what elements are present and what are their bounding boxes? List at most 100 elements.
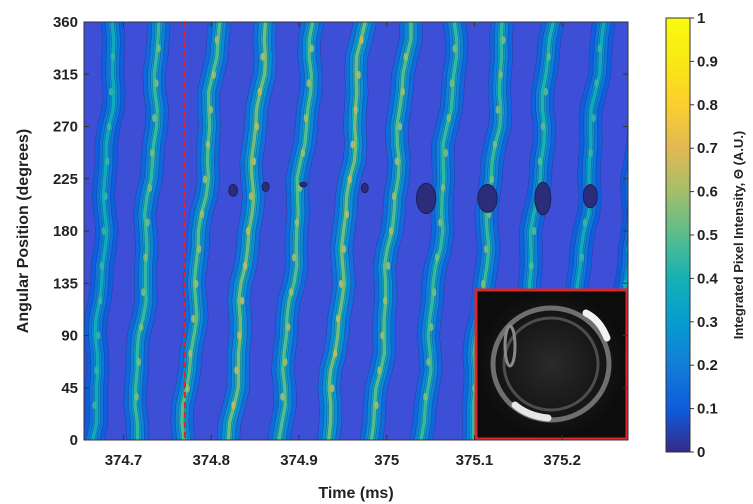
x-tick-label: 375.2 xyxy=(543,452,581,469)
x-axis-label: Time (ms) xyxy=(318,485,393,502)
band-6-bead-1 xyxy=(374,401,379,410)
band-8-bead-11 xyxy=(501,36,506,45)
band-6-bead-8 xyxy=(394,157,400,166)
y-tick-label: 180 xyxy=(53,223,78,240)
band-6-bead-6 xyxy=(388,227,394,235)
band-4-bead-8 xyxy=(300,149,306,157)
colorbar-tick-label: 0.1 xyxy=(697,401,718,418)
colorbar-tick-label: 0.8 xyxy=(697,97,718,114)
band-2-bead-4 xyxy=(194,279,199,288)
band-2-level-3 xyxy=(180,22,222,440)
band-3-bead-2 xyxy=(234,366,239,375)
band-5-bead-10 xyxy=(356,70,361,79)
band-2-bead-3 xyxy=(191,314,196,323)
band-2-bead-5 xyxy=(197,245,202,254)
band-2-bead-10 xyxy=(211,70,216,79)
band-0-bead-9 xyxy=(107,122,112,131)
x-tick-label: 374.9 xyxy=(280,452,318,469)
band-10-bead-10 xyxy=(594,79,599,88)
band-8-bead-7 xyxy=(489,175,495,184)
band-5-bead-3 xyxy=(335,314,341,323)
dark-spots xyxy=(228,181,598,216)
y-tick-label: 315 xyxy=(53,66,78,83)
band-3-bead-8 xyxy=(251,157,257,166)
band-3-bead-9 xyxy=(254,122,260,131)
band-4-level-3 xyxy=(277,22,315,440)
band-1-bead-9 xyxy=(152,114,157,123)
band-8-bead-8 xyxy=(492,140,498,149)
band-2-bead-11 xyxy=(214,36,219,45)
band-5-bead-11 xyxy=(359,36,364,45)
band-0-bead-1 xyxy=(92,401,97,410)
y-tick-label: 90 xyxy=(61,328,78,345)
y-tick-label: 135 xyxy=(53,275,78,292)
band-5-bead-2 xyxy=(333,349,338,358)
colorbar-tick-label: 0.2 xyxy=(697,357,718,374)
band-4-bead-5 xyxy=(291,253,297,262)
band-7-bead-5 xyxy=(434,253,440,262)
y-tick-label: 225 xyxy=(53,171,78,188)
dark-spot-7 xyxy=(582,184,598,209)
x-tick-label: 375 xyxy=(374,452,399,469)
colorbar-tick-label: 0.6 xyxy=(697,184,718,201)
inset-frame xyxy=(474,288,629,441)
band-4-bead-3 xyxy=(286,323,291,332)
band-4-bead-6 xyxy=(294,218,300,227)
band-1-bead-4 xyxy=(141,288,146,297)
band-1-bead-5 xyxy=(143,253,148,262)
band-3-bead-6 xyxy=(245,227,251,235)
band-5-bead-9 xyxy=(353,105,358,114)
band-8-bead-4 xyxy=(481,279,486,288)
band-1-level-3 xyxy=(133,22,161,440)
band-7-bead-1 xyxy=(423,392,428,401)
band-9-bead-5 xyxy=(529,261,534,270)
band-4-bead-4 xyxy=(289,288,294,297)
band-7-bead-11 xyxy=(452,44,457,53)
dark-spot-6 xyxy=(534,181,552,216)
band-0-bead-3 xyxy=(96,331,101,340)
inset-image xyxy=(474,288,629,441)
band-9-bead-6 xyxy=(531,227,537,235)
band-1-bead-1 xyxy=(134,392,139,401)
band-4-bead-9 xyxy=(303,114,308,123)
colorbar-tick-label: 0.4 xyxy=(697,270,719,287)
band-1-bead-3 xyxy=(138,323,144,332)
band-6-bead-4 xyxy=(383,296,388,305)
colorbar-tick-label: 0.9 xyxy=(697,53,718,70)
band-7-bead-10 xyxy=(449,79,454,88)
dark-spot-4 xyxy=(416,182,437,215)
band-3-bead-5 xyxy=(243,261,248,270)
band-10-bead-5 xyxy=(579,253,585,262)
y-tick-label: 270 xyxy=(53,119,78,136)
band-9-bead-9 xyxy=(540,122,546,131)
band-7-bead-6 xyxy=(437,218,443,227)
band-8-bead-9 xyxy=(495,105,500,114)
colorbar: 0 0.1 0.2 0.3 0.4 0.5 0.6 0.7 0.8 0.9 1 Integrated… xyxy=(665,10,746,461)
y-axis: 0 45 90 135 180 225 270 315 360 xyxy=(53,14,628,449)
band-7-bead-3 xyxy=(429,323,434,332)
band-6-bead-11 xyxy=(403,52,408,61)
band-7-bead-8 xyxy=(443,149,449,157)
band-6-bead-2 xyxy=(377,366,382,375)
band-0-bead-10 xyxy=(108,87,114,96)
colorbar-label: Integrated Pixel Intensity, Θ (A.U.) xyxy=(731,131,746,340)
band-2-bead-7 xyxy=(202,175,208,184)
band-0-bead-11 xyxy=(110,52,116,61)
band-3-bead-10 xyxy=(257,87,262,96)
band-6-bead-3 xyxy=(380,331,385,340)
band-9-bead-10 xyxy=(543,87,548,96)
band-11-bead-6 xyxy=(630,210,634,218)
band-0-bead-6 xyxy=(101,227,106,235)
band-5-bead-8 xyxy=(350,140,355,149)
band-10-bead-6 xyxy=(582,218,587,227)
band-5-bead-6 xyxy=(344,210,350,219)
band-4-bead-2 xyxy=(283,358,288,366)
band-5-bead-5 xyxy=(341,245,347,254)
band-10-bead-11 xyxy=(597,44,602,53)
dark-spot-2 xyxy=(299,181,308,188)
band-0-bead-4 xyxy=(97,296,103,305)
band-5-level-3 xyxy=(326,22,367,440)
band-0-bead-5 xyxy=(99,261,105,270)
colorbar-ticks: 0 0.1 0.2 0.3 0.4 0.5 0.6 0.7 0.8 0.9 1 xyxy=(690,10,719,461)
band-8-bead-10 xyxy=(498,70,503,79)
